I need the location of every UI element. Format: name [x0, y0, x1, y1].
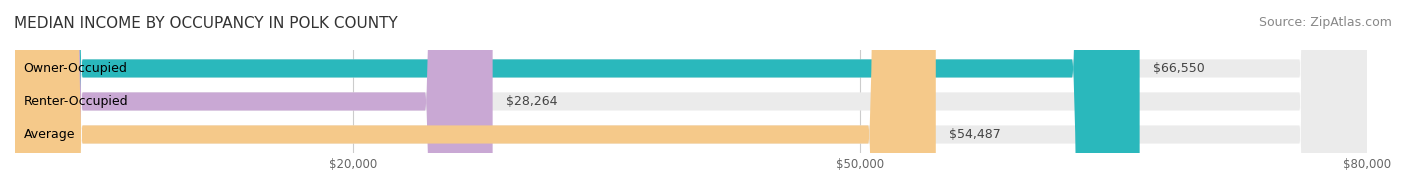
Text: $66,550: $66,550	[1153, 62, 1205, 75]
FancyBboxPatch shape	[15, 0, 1367, 196]
FancyBboxPatch shape	[15, 0, 936, 196]
FancyBboxPatch shape	[15, 0, 1140, 196]
FancyBboxPatch shape	[15, 0, 1367, 196]
Text: $28,264: $28,264	[506, 95, 558, 108]
Text: Source: ZipAtlas.com: Source: ZipAtlas.com	[1258, 16, 1392, 29]
Text: Renter-Occupied: Renter-Occupied	[24, 95, 128, 108]
FancyBboxPatch shape	[15, 0, 492, 196]
Text: Owner-Occupied: Owner-Occupied	[24, 62, 128, 75]
Text: MEDIAN INCOME BY OCCUPANCY IN POLK COUNTY: MEDIAN INCOME BY OCCUPANCY IN POLK COUNT…	[14, 16, 398, 31]
Text: $54,487: $54,487	[949, 128, 1001, 141]
FancyBboxPatch shape	[15, 0, 1367, 196]
Text: Average: Average	[24, 128, 75, 141]
